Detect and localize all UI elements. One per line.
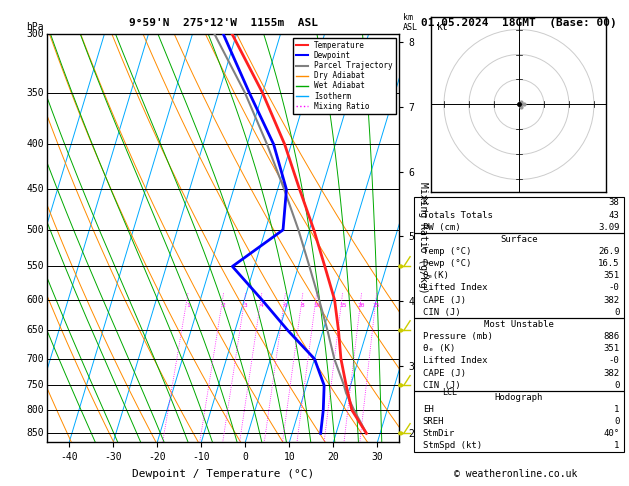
Text: CIN (J): CIN (J) xyxy=(423,381,460,390)
Text: 0: 0 xyxy=(614,381,620,390)
Text: Lifted Index: Lifted Index xyxy=(423,356,487,365)
Text: θₑ(K): θₑ(K) xyxy=(423,271,450,280)
Text: 25: 25 xyxy=(373,303,381,308)
Text: 500: 500 xyxy=(26,225,43,235)
Text: 1: 1 xyxy=(614,441,620,451)
Text: K: K xyxy=(423,198,428,208)
Text: 0: 0 xyxy=(614,417,620,426)
Text: 700: 700 xyxy=(26,354,43,364)
Text: EH: EH xyxy=(423,405,433,414)
Text: 600: 600 xyxy=(26,295,43,305)
Text: 3: 3 xyxy=(243,303,247,308)
Text: LCL: LCL xyxy=(442,388,457,398)
Text: 38: 38 xyxy=(609,198,620,208)
Text: Surface: Surface xyxy=(500,235,538,244)
Text: Temp (°C): Temp (°C) xyxy=(423,247,471,256)
Text: 15: 15 xyxy=(339,303,347,308)
Bar xyxy=(414,318,624,391)
Text: 450: 450 xyxy=(26,185,43,194)
Text: 650: 650 xyxy=(26,326,43,335)
Bar xyxy=(414,197,624,233)
Text: 1: 1 xyxy=(186,303,190,308)
Text: 350: 350 xyxy=(26,88,43,98)
Text: 351: 351 xyxy=(603,271,620,280)
Text: 9°59'N  275°12'W  1155m  ASL: 9°59'N 275°12'W 1155m ASL xyxy=(129,18,318,28)
Text: Most Unstable: Most Unstable xyxy=(484,320,554,329)
Text: 16.5: 16.5 xyxy=(598,259,620,268)
Text: 850: 850 xyxy=(26,428,43,438)
Text: 4: 4 xyxy=(260,303,264,308)
Text: 43: 43 xyxy=(609,210,620,220)
Text: kt: kt xyxy=(437,22,448,32)
Text: 382: 382 xyxy=(603,368,620,378)
Text: CAPE (J): CAPE (J) xyxy=(423,368,465,378)
Text: 10: 10 xyxy=(313,303,320,308)
Bar xyxy=(414,391,624,452)
Text: SREH: SREH xyxy=(423,417,444,426)
Text: hPa: hPa xyxy=(26,21,44,32)
Text: StmDir: StmDir xyxy=(423,429,455,438)
Text: 3.09: 3.09 xyxy=(598,223,620,232)
Text: 351: 351 xyxy=(603,344,620,353)
Text: StmSpd (kt): StmSpd (kt) xyxy=(423,441,482,451)
Text: CAPE (J): CAPE (J) xyxy=(423,295,465,305)
Text: Hodograph: Hodograph xyxy=(495,393,543,402)
Text: Dewp (°C): Dewp (°C) xyxy=(423,259,471,268)
Legend: Temperature, Dewpoint, Parcel Trajectory, Dry Adiabat, Wet Adiabat, Isotherm, Mi: Temperature, Dewpoint, Parcel Trajectory… xyxy=(293,38,396,114)
Text: 550: 550 xyxy=(26,261,43,271)
Text: θₑ (K): θₑ (K) xyxy=(423,344,455,353)
Text: 40°: 40° xyxy=(603,429,620,438)
Text: km
ASL: km ASL xyxy=(403,13,418,32)
Text: 886: 886 xyxy=(603,332,620,341)
Text: -0: -0 xyxy=(609,356,620,365)
Text: PW (cm): PW (cm) xyxy=(423,223,460,232)
Text: 8: 8 xyxy=(301,303,304,308)
Text: 20: 20 xyxy=(358,303,365,308)
Text: Pressure (mb): Pressure (mb) xyxy=(423,332,493,341)
Text: 400: 400 xyxy=(26,139,43,149)
Text: 2: 2 xyxy=(221,303,225,308)
Text: Dewpoint / Temperature (°C): Dewpoint / Temperature (°C) xyxy=(132,469,314,479)
Text: Lifted Index: Lifted Index xyxy=(423,283,487,293)
Text: -0: -0 xyxy=(609,283,620,293)
Text: 6: 6 xyxy=(284,303,287,308)
Text: 1: 1 xyxy=(614,405,620,414)
Text: 750: 750 xyxy=(26,381,43,390)
Text: 300: 300 xyxy=(26,29,43,39)
Text: Mixing Ratio (g/kg): Mixing Ratio (g/kg) xyxy=(418,182,428,294)
Bar xyxy=(414,233,624,318)
Text: 800: 800 xyxy=(26,405,43,415)
Text: 26.9: 26.9 xyxy=(598,247,620,256)
Text: Totals Totals: Totals Totals xyxy=(423,210,493,220)
Text: CIN (J): CIN (J) xyxy=(423,308,460,317)
Text: 01.05.2024  18GMT  (Base: 00): 01.05.2024 18GMT (Base: 00) xyxy=(421,18,617,28)
Text: © weatheronline.co.uk: © weatheronline.co.uk xyxy=(454,469,577,479)
Text: 382: 382 xyxy=(603,295,620,305)
Text: 0: 0 xyxy=(614,308,620,317)
